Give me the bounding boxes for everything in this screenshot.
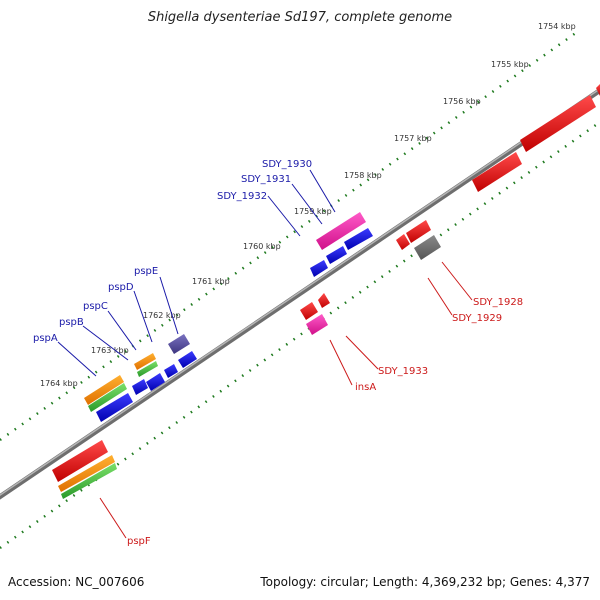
gene-arrow-pspa-b [96, 393, 133, 422]
gene-label: pspF [127, 536, 151, 547]
gene-arrow-sdy1929-r [406, 220, 431, 243]
kbp-label: 1758 kbp [344, 171, 382, 180]
gene-arrow-sdy1931 [344, 228, 373, 250]
accession-text: Accession: NC_007606 [8, 575, 145, 589]
forward-gene-labels: SDY_1930 SDY_1931 SDY_1932 pspE pspD psp… [33, 159, 312, 344]
kbp-label: 1757 kbp [394, 134, 432, 143]
gene-label: pspE [134, 266, 158, 277]
gene-arrow-pspf-g [61, 463, 117, 499]
gene-label: pspB [59, 317, 84, 328]
gene-label: pspC [83, 301, 108, 312]
gene-label: SDY_1933 [378, 366, 428, 377]
gene-arrow-insa [306, 314, 328, 335]
genome-summary-text: Topology: circular; Length: 4,369,232 bp… [260, 575, 590, 589]
forward-leaders [57, 169, 336, 377]
gene-arrow-pspc-o [134, 353, 156, 370]
gene-label: pspD [108, 282, 134, 293]
gene-arrow-sdy1928-a [520, 95, 596, 152]
kbp-label: 1755 kbp [491, 60, 529, 69]
gene-arrow-sdy1933-b [318, 293, 330, 308]
kbp-label: 1764 kbp [40, 379, 78, 388]
reverse-genes [52, 84, 600, 499]
gene-arrow-pspf-o [58, 455, 115, 492]
gene-arrow-pspf-r [52, 440, 108, 482]
gene-arrow-pspa-o [84, 375, 124, 405]
gene-label: pspA [33, 333, 58, 344]
gene-arrow-pspb2 [132, 379, 148, 395]
forward-genes [84, 212, 373, 422]
gene-arrow-sdy1929-g [414, 235, 441, 260]
gene-arrow-sdy1932b [310, 260, 328, 277]
gene-label: SDY_1929 [452, 313, 502, 324]
kbp-label: 1763 kbp [91, 346, 129, 355]
gene-arrow-sdy1930 [316, 212, 366, 250]
kbp-label: 1762 kbp [143, 311, 181, 320]
kbp-label: 1754 kbp [538, 22, 576, 31]
gene-arrow-pspc-g [137, 361, 158, 377]
gene-arrow-sdy1928-b [472, 152, 522, 192]
gene-arrow-pspd-b [164, 364, 178, 378]
kbp-label: 1760 kbp [243, 242, 281, 251]
gene-arrow-pspb [146, 373, 165, 391]
gene-arrow-pspa-g [88, 383, 127, 412]
gene-arrow-pspe [168, 334, 190, 354]
gene-arrow-sdy1933-a [300, 302, 318, 320]
gene-arrow-sdy1932a [326, 246, 347, 264]
genome-backbone-highlight [0, 87, 600, 497]
kbp-label: 1761 kbp [192, 277, 230, 286]
gene-label: SDY_1928 [473, 297, 523, 308]
tick-row-lower [0, 120, 600, 550]
gene-label: SDY_1931 [241, 174, 291, 185]
tick-row-upper [0, 28, 581, 442]
map-title: Shigella dysenteriae Sd197, complete gen… [147, 10, 453, 25]
reverse-leaders [99, 261, 473, 539]
genome-backbone [0, 87, 600, 500]
kbp-label: 1756 kbp [443, 97, 481, 106]
gene-label: SDY_1930 [262, 159, 312, 170]
gene-label: insA [355, 382, 376, 393]
gene-arrow-sdy1928-c [596, 84, 600, 96]
gene-arrow-pspd-a [178, 351, 197, 368]
reverse-gene-labels: SDY_1928 SDY_1929 SDY_1933 insA pspF [127, 297, 523, 547]
gene-arrow-sdy1929-r2 [396, 234, 410, 250]
gene-label: SDY_1932 [217, 191, 267, 202]
